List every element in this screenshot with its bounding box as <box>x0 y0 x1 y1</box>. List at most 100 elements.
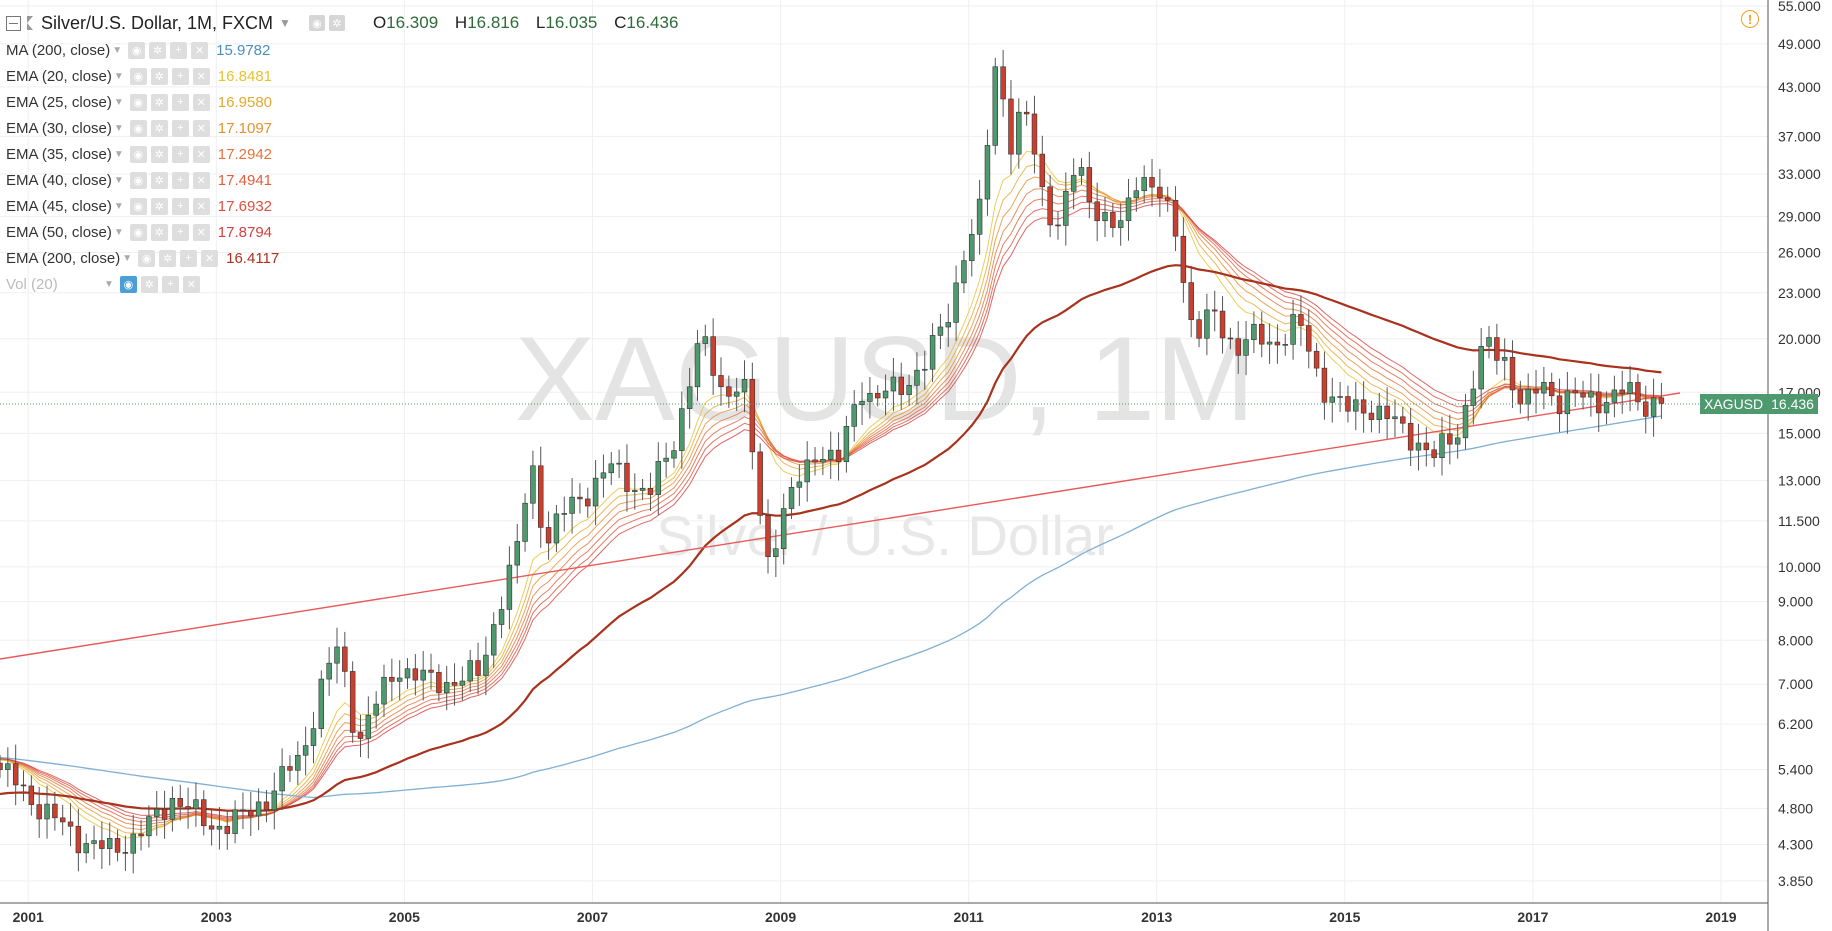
indicator-value: 17.4941 <box>217 171 273 189</box>
candle <box>1157 186 1163 199</box>
plus-icon[interactable]: + <box>171 67 189 85</box>
chevron-down-icon[interactable]: ▼ <box>279 16 291 30</box>
high-value: 16.816 <box>467 13 520 32</box>
candle <box>1306 325 1312 352</box>
gear-icon[interactable]: ✲ <box>150 67 168 85</box>
eye-icon[interactable]: ◉ <box>138 249 156 267</box>
close-icon[interactable]: ✕ <box>191 41 209 59</box>
gear-icon[interactable]: ✲ <box>159 249 177 267</box>
eye-icon[interactable]: ◉ <box>129 197 147 215</box>
close-icon[interactable]: ✕ <box>182 275 200 293</box>
plus-icon[interactable]: + <box>171 171 189 189</box>
warning-icon[interactable]: ! <box>1741 10 1759 28</box>
candle <box>937 326 944 336</box>
indicator-row[interactable]: EMA (35, close) ▼ ◉ ✲ + ✕ 17.2942 <box>6 143 272 165</box>
candle <box>1235 338 1241 356</box>
chevron-down-icon[interactable]: ▼ <box>113 200 124 212</box>
plus-icon[interactable]: + <box>171 93 189 111</box>
close-icon[interactable]: ✕ <box>192 145 210 163</box>
close-icon[interactable]: ✕ <box>192 197 210 215</box>
candle <box>835 449 842 463</box>
candle <box>757 451 763 516</box>
collapse-icon[interactable] <box>6 15 21 31</box>
eye-icon[interactable]: ◉ <box>128 41 146 59</box>
gear-icon[interactable]: ✲ <box>150 93 168 111</box>
chevron-down-icon[interactable]: ▼ <box>113 148 124 160</box>
indicator-row[interactable]: MA (200, close) ▼ ◉ ✲ + ✕ 15.9782 <box>6 39 270 61</box>
candle <box>1392 416 1398 420</box>
candle <box>1227 337 1234 340</box>
indicator-row[interactable]: EMA (50, close) ▼ ◉ ✲ + ✕ 17.8794 <box>6 221 272 243</box>
plus-icon[interactable]: + <box>171 145 189 163</box>
chevron-down-icon[interactable]: ▼ <box>122 252 133 264</box>
eye-icon[interactable]: ◉ <box>129 145 147 163</box>
chevron-down-icon[interactable]: ▼ <box>113 96 124 108</box>
indicator-row[interactable]: EMA (200, close) ▼ ◉ ✲ + ✕ 16.4117 <box>6 247 279 269</box>
x-tick-label: 2009 <box>765 909 796 925</box>
close-icon[interactable]: ✕ <box>192 171 210 189</box>
candle <box>91 840 97 844</box>
trendline[interactable] <box>0 392 1681 660</box>
indicator-name: EMA (35, close) <box>6 145 112 163</box>
chevron-down-icon[interactable]: ▼ <box>112 44 123 56</box>
indicator-row[interactable]: EMA (40, close) ▼ ◉ ✲ + ✕ 17.4941 <box>6 169 272 191</box>
candle <box>600 472 607 479</box>
close-icon[interactable]: ✕ <box>192 93 210 111</box>
y-tick-label: 4.300 <box>1778 837 1813 853</box>
candle <box>1525 388 1531 405</box>
candle <box>1470 388 1477 406</box>
y-tick-label: 3.850 <box>1778 873 1813 889</box>
candle <box>1611 389 1618 403</box>
close-icon[interactable]: ✕ <box>201 249 219 267</box>
chevron-down-icon[interactable]: ▼ <box>113 174 124 186</box>
y-tick-label: 55.000 <box>1778 0 1821 14</box>
candle <box>52 803 58 819</box>
gear-icon[interactable]: ✲ <box>150 119 168 137</box>
candle <box>538 465 544 528</box>
indicator-row[interactable]: EMA (20, close) ▼ ◉ ✲ + ✕ 16.8481 <box>6 65 272 87</box>
indicator-row[interactable]: EMA (30, close) ▼ ◉ ✲ + ✕ 17.1097 <box>6 117 272 139</box>
gear-icon[interactable]: ✲ <box>328 15 345 31</box>
candle <box>1533 388 1539 394</box>
close-icon[interactable]: ✕ <box>192 67 210 85</box>
close-icon[interactable]: ✕ <box>192 223 210 241</box>
indicator-row[interactable]: Vol (20) ▼ ◉ ✲ + ✕ <box>6 273 204 295</box>
chevron-down-icon[interactable]: ▼ <box>113 70 124 82</box>
gear-icon[interactable]: ✲ <box>150 223 168 241</box>
eye-icon[interactable]: ◉ <box>129 67 147 85</box>
eye-icon[interactable]: ◉ <box>129 93 147 111</box>
plus-icon[interactable]: + <box>180 249 198 267</box>
candle <box>451 682 458 686</box>
plus-icon[interactable]: + <box>171 119 189 137</box>
eye-icon[interactable]: ◉ <box>119 275 137 293</box>
chevron-down-icon[interactable]: ▼ <box>113 122 124 134</box>
gear-icon[interactable]: ✲ <box>150 171 168 189</box>
gear-icon[interactable]: ✲ <box>149 41 167 59</box>
close-icon[interactable]: ✕ <box>192 119 210 137</box>
candle <box>381 676 387 705</box>
plus-icon[interactable]: + <box>161 275 179 293</box>
eye-icon[interactable]: ◉ <box>308 15 325 31</box>
candle <box>976 198 983 235</box>
gear-icon[interactable]: ✲ <box>140 275 158 293</box>
plus-icon[interactable]: + <box>170 41 188 59</box>
indicator-row[interactable]: EMA (25, close) ▼ ◉ ✲ + ✕ 16.9580 <box>6 91 272 113</box>
eye-icon[interactable]: ◉ <box>129 171 147 189</box>
flag-icon[interactable] <box>27 16 33 30</box>
chevron-down-icon[interactable]: ▼ <box>104 278 114 290</box>
candle <box>302 745 309 756</box>
candle <box>1149 177 1155 188</box>
gear-icon[interactable]: ✲ <box>150 197 168 215</box>
plus-icon[interactable]: + <box>171 223 189 241</box>
indicator-row[interactable]: EMA (45, close) ▼ ◉ ✲ + ✕ 17.6932 <box>6 195 272 217</box>
plus-icon[interactable]: + <box>171 197 189 215</box>
eye-icon[interactable]: ◉ <box>129 119 147 137</box>
candle <box>655 461 662 495</box>
indicator-name: MA (200, close) <box>6 41 111 59</box>
eye-icon[interactable]: ◉ <box>129 223 147 241</box>
chevron-down-icon[interactable]: ▼ <box>113 226 124 238</box>
candle <box>1368 412 1375 420</box>
gear-icon[interactable]: ✲ <box>150 145 168 163</box>
candle <box>1274 341 1281 346</box>
